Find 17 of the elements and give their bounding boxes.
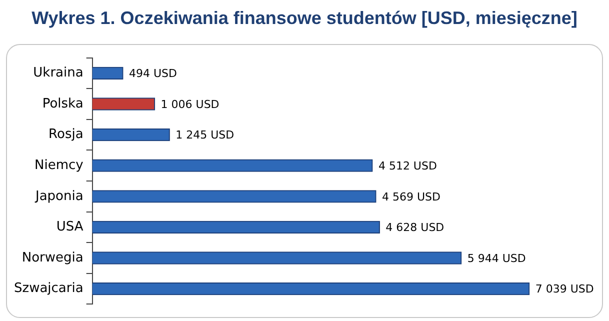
y-tick-label: Ukraina (33, 66, 84, 81)
data-label: 1 245 USD (176, 128, 234, 142)
y-tick-label: Szwajcaria (14, 281, 84, 296)
y-tick-label: Niemcy (34, 158, 84, 173)
y-tick-label: Norwegia (22, 250, 84, 266)
data-label: 4 512 USD (378, 159, 437, 172)
data-label: 4 569 USD (382, 190, 440, 204)
data-label: 5 944 USD (467, 252, 526, 265)
y-tick-label: Polska (42, 96, 84, 112)
y-tick-label: Japonia (34, 188, 84, 204)
data-label: 494 USD (128, 67, 177, 80)
chart-title: Wykres 1. Oczekiwania finansowe studentów [USD, miesięczne] (30, 8, 578, 30)
y-tick-label: Rosja (48, 127, 84, 142)
y-tick-label: USA (56, 220, 84, 235)
data-label: 7 039 USD (535, 282, 594, 296)
data-label: 4 628 USD (386, 221, 444, 234)
data-label: 1 006 USD (160, 98, 220, 111)
